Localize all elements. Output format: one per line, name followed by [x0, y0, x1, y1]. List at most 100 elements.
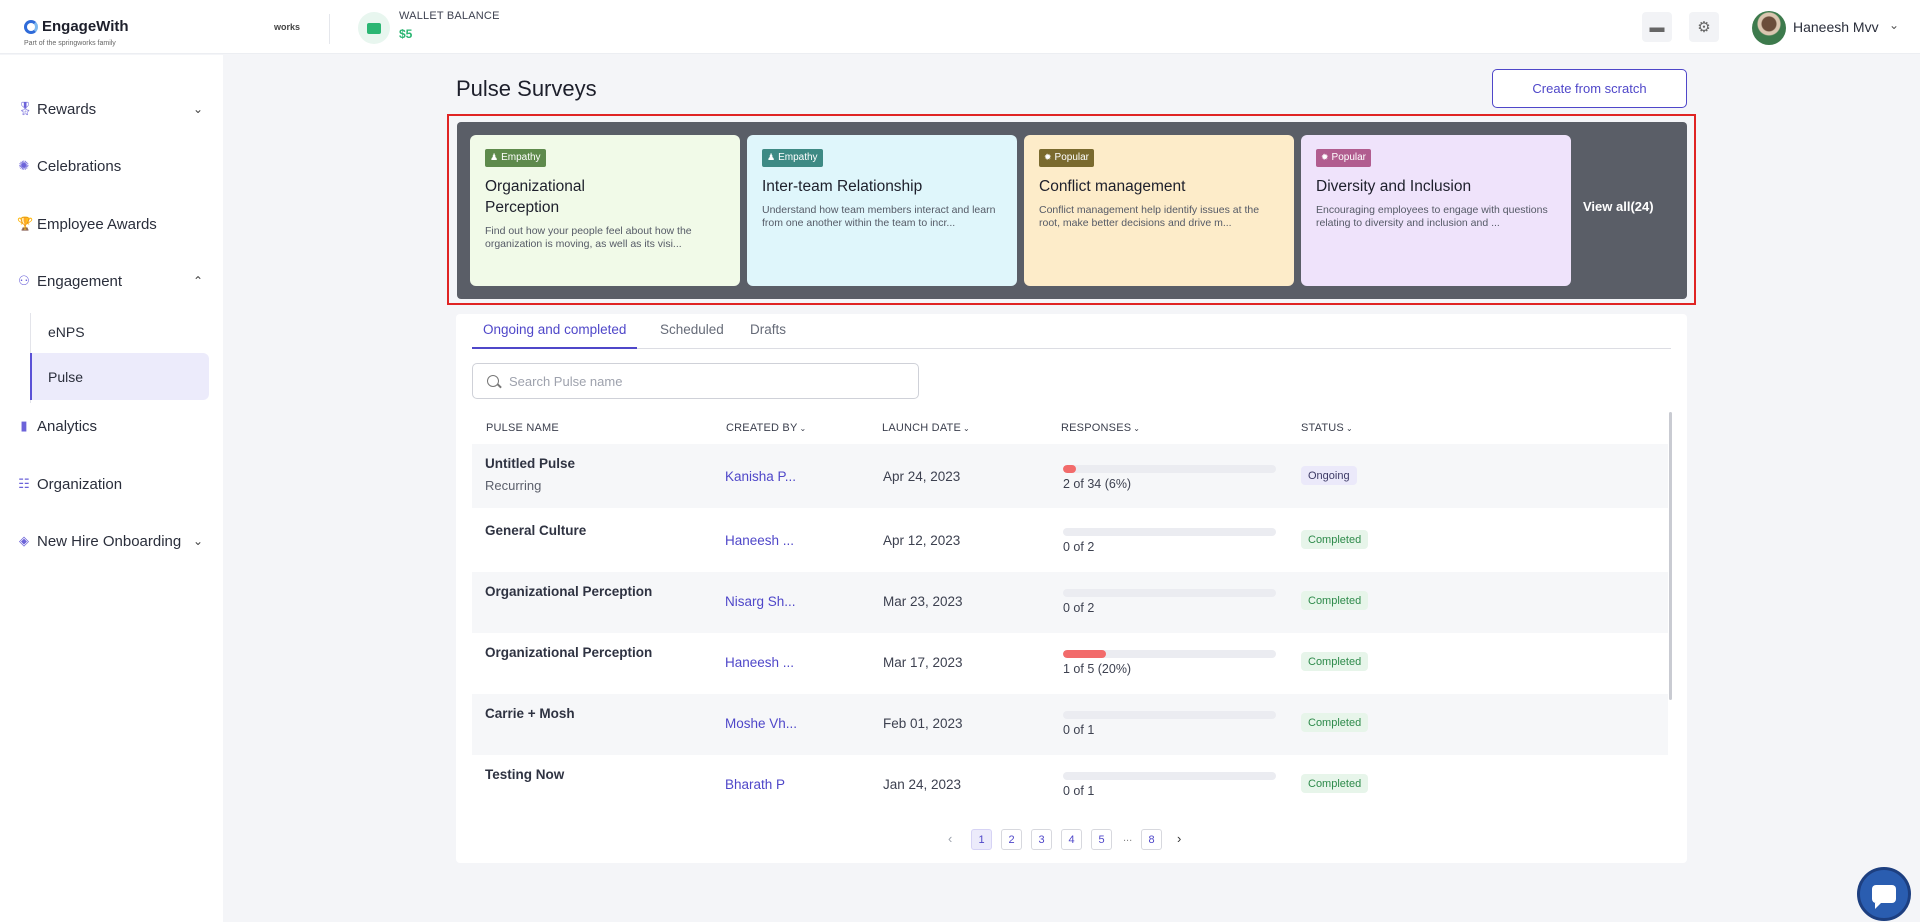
created-by[interactable]: Haneesh ...	[725, 655, 795, 670]
column-header-label: CREATED BY	[726, 422, 798, 434]
sidebar: 🎖 Rewards ⌄ ✺ Celebrations 🏆 Employee Aw…	[0, 55, 223, 922]
sidebar-item-engagement[interactable]: ⚇ Engagement ⌃	[0, 266, 223, 296]
created-by[interactable]: Moshe Vh...	[725, 716, 798, 731]
bar-chart-icon: ▮	[20, 418, 28, 433]
chevron-up-icon: ⌃	[193, 274, 204, 288]
launch-date: Apr 24, 2023	[883, 469, 961, 484]
template-card[interactable]: ✹ Popular Conflict management Conflict ma…	[1024, 135, 1294, 286]
created-by[interactable]: Bharath P	[725, 777, 786, 792]
wallet-icon	[358, 12, 390, 44]
status-badge: Completed	[1301, 652, 1369, 671]
tab-scheduled[interactable]: Scheduled	[660, 322, 724, 337]
pulse-name[interactable]: Organizational Perception	[485, 645, 653, 660]
responses-progress-fill	[1063, 465, 1076, 473]
template-badge: ♟ Empathy	[762, 148, 823, 167]
tab-ongoing-and-completed[interactable]: Ongoing and completed	[472, 322, 638, 349]
column-header-created-by[interactable]: CREATED BY ⌄	[726, 422, 806, 434]
template-title: Inter-team Relationship	[762, 177, 923, 195]
page-button[interactable]: 4	[1061, 829, 1082, 850]
sidebar-subitem-label: eNPS	[48, 323, 85, 340]
table-row[interactable]: Carrie + Mosh Moshe Vh... Feb 01, 2023 0…	[472, 694, 1668, 755]
create-from-scratch-button[interactable]: Create from scratch	[1492, 69, 1687, 108]
template-card[interactable]: ✹ Popular Diversity and Inclusion Encoura…	[1301, 135, 1571, 286]
sidebar-item-label: Rewards	[37, 100, 97, 118]
sun-icon: ✹	[1321, 152, 1329, 162]
topbar-divider	[329, 14, 330, 44]
template-description: Understand how team members interact and…	[762, 203, 996, 230]
sidebar-item-rewards[interactable]: 🎖 Rewards ⌄	[0, 94, 223, 124]
pulse-recurrence: Recurring	[485, 478, 542, 493]
column-header-pulse-name: PULSE NAME	[486, 422, 559, 434]
launch-date: Mar 17, 2023	[883, 655, 963, 670]
pulse-name[interactable]: Testing Now	[485, 767, 565, 782]
pulse-name[interactable]: Untitled Pulse	[485, 456, 576, 471]
page-button[interactable]: 1	[971, 829, 992, 850]
responses-progress-bar	[1063, 772, 1276, 780]
chat-bubble-icon	[1872, 885, 1896, 909]
table-row[interactable]: Organizational Perception Haneesh ... Ma…	[472, 633, 1668, 694]
pagination: ‹ 1 2 3 4 5 ... 8 ›	[456, 829, 1687, 851]
pulse-name[interactable]: General Culture	[485, 523, 587, 538]
created-by[interactable]: Kanisha P...	[725, 469, 797, 484]
table-scrollbar[interactable]	[1669, 412, 1672, 700]
sidebar-subitem-pulse[interactable]: Pulse	[30, 353, 209, 400]
template-badge: ✹ Popular	[1316, 148, 1372, 167]
table-row[interactable]: Organizational Perception Nisarg Sh... M…	[472, 572, 1668, 633]
responses-count: 0 of 1	[1063, 723, 1095, 737]
column-header-status[interactable]: STATUS ⌄	[1301, 422, 1353, 434]
created-by[interactable]: Nisarg Sh...	[725, 594, 796, 609]
launch-date: Mar 23, 2023	[883, 594, 963, 609]
card-icon[interactable]: ▬	[1642, 12, 1672, 42]
user-name[interactable]: Haneesh Mvv	[1793, 19, 1879, 35]
table-row[interactable]: General Culture Haneesh ... Apr 12, 2023…	[472, 511, 1668, 572]
network-icon: ⚇	[18, 273, 30, 288]
wallet-balance-label: WALLET BALANCE	[399, 10, 500, 22]
responses-progress-bar	[1063, 711, 1276, 719]
sidebar-item-organization[interactable]: ☷ Organization	[0, 469, 223, 499]
sidebar-item-employee-awards[interactable]: 🏆 Employee Awards	[0, 209, 223, 239]
page-title: Pulse Surveys	[456, 76, 597, 101]
search-box[interactable]	[472, 363, 919, 399]
page-button[interactable]: 2	[1001, 829, 1022, 850]
sidebar-item-new-hire-onboarding[interactable]: ◈ New Hire Onboarding ⌄	[0, 526, 223, 556]
table-row[interactable]: Untitled Pulse Recurring Kanisha P... Ap…	[472, 444, 1668, 508]
page-button[interactable]: 5	[1091, 829, 1112, 850]
sidebar-subitem-label: Pulse	[48, 368, 84, 385]
sidebar-item-celebrations[interactable]: ✺ Celebrations	[0, 151, 223, 181]
sidebar-item-analytics[interactable]: ▮ Analytics	[0, 411, 223, 441]
pulse-list-panel: Ongoing and completed Scheduled Drafts P…	[456, 314, 1687, 863]
responses-count: 0 of 2	[1063, 540, 1095, 554]
chevron-down-icon[interactable]: ⌄	[1889, 18, 1900, 32]
page-button[interactable]: 8	[1141, 829, 1162, 850]
search-input[interactable]	[509, 373, 889, 389]
pulse-name[interactable]: Carrie + Mosh	[485, 706, 575, 721]
launch-date: Feb 01, 2023	[883, 716, 963, 731]
chevron-right-icon[interactable]: ›	[1177, 831, 1182, 846]
chevron-left-icon[interactable]: ‹	[948, 831, 953, 846]
template-title: Conflict management	[1039, 177, 1186, 195]
template-card[interactable]: ♟ Empathy Organizational Perception Find …	[470, 135, 740, 286]
pulse-name[interactable]: Organizational Perception	[485, 584, 653, 599]
chevron-down-icon: ⌄	[193, 102, 204, 116]
chat-support-button[interactable]	[1857, 867, 1911, 921]
tab-drafts[interactable]: Drafts	[750, 322, 787, 337]
page-button[interactable]: 3	[1031, 829, 1052, 850]
created-by[interactable]: Haneesh ...	[725, 533, 795, 548]
works-logo[interactable]: works	[274, 22, 301, 32]
brand-logo[interactable]: EngageWith	[24, 18, 129, 35]
column-header-responses[interactable]: RESPONSES ⌄	[1061, 422, 1140, 434]
view-all-templates-link[interactable]: View all(24)	[1583, 199, 1654, 214]
avatar[interactable]	[1752, 11, 1786, 45]
person-icon: ♟	[767, 152, 776, 162]
people-icon: ☷	[18, 476, 30, 491]
sidebar-subitem-enps[interactable]: eNPS	[30, 308, 209, 355]
gear-icon[interactable]: ⚙	[1689, 12, 1719, 42]
wallet-balance-amount: $5	[399, 27, 413, 41]
medal-icon: 🎖	[17, 101, 34, 116]
sidebar-item-label: Engagement	[37, 272, 123, 290]
template-badge: ♟ Empathy	[485, 148, 546, 167]
column-header-launch-date[interactable]: LAUNCH DATE ⌄	[882, 422, 970, 434]
table-row[interactable]: Testing Now Bharath P Jan 24, 2023 0 of …	[472, 755, 1668, 816]
template-card[interactable]: ♟ Empathy Inter-team Relationship Underst…	[747, 135, 1017, 286]
template-strip: ♟ Empathy Organizational Perception Find …	[457, 122, 1687, 299]
